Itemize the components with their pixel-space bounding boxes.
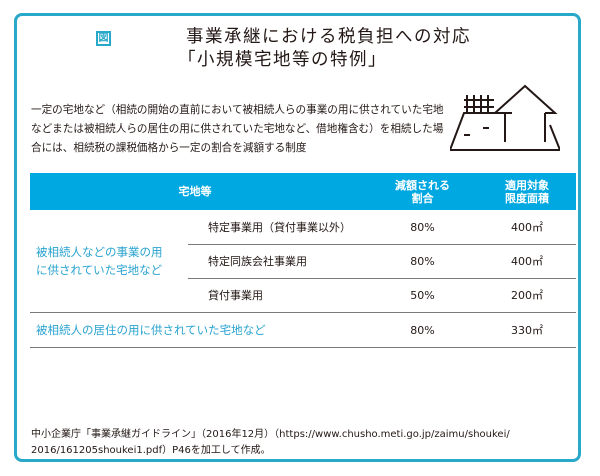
group-label-business: 被相続人などの事業の用 に供されていた宅地など <box>36 245 163 277</box>
group-divider <box>30 312 576 313</box>
figure-badge: 図 <box>96 31 111 46</box>
figure-title: 事業承継における税負担への対応 「小規模宅地等の特例」 <box>178 26 471 72</box>
row-type: 特定同族会社事業用 <box>208 255 307 268</box>
title-line-1: 事業承継における税負担への対応 <box>186 27 471 47</box>
table-bottom-rule <box>30 347 576 348</box>
table-row: 被相続人の居住の用に供されていた宅地など 80% 330㎡ <box>30 313 576 347</box>
row-area: 330㎡ <box>511 324 543 337</box>
group-business: 被相続人などの事業の用 に供されていた宅地など 特定事業用（貸付事業以外） 80… <box>30 210 576 312</box>
row-rate: 80% <box>410 254 435 268</box>
row-area: 200㎡ <box>511 289 543 302</box>
table-row: 特定事業用（貸付事業以外） 80% 400㎡ <box>30 210 576 244</box>
table-row: 貸付事業用 50% 200㎡ <box>30 278 576 312</box>
title-line-2: 「小規模宅地等の特例」 <box>178 50 387 70</box>
header-land: 宅地等 <box>178 185 212 198</box>
row-area: 400㎡ <box>511 255 543 268</box>
row-type: 貸付事業用 <box>208 289 263 302</box>
header-reduction-rate: 減額される 割合 <box>395 178 450 205</box>
table-header: 宅地等 減額される 割合 適用対象 限度面積 <box>30 173 576 210</box>
row-type: 特定事業用（貸付事業以外） <box>208 221 351 234</box>
group-label-residence: 被相続人の居住の用に供されていた宅地など <box>36 323 266 337</box>
row-area: 400㎡ <box>511 221 543 234</box>
row-divider <box>188 244 576 245</box>
row-rate: 80% <box>410 220 435 234</box>
figure-frame <box>14 13 581 462</box>
row-rate: 50% <box>410 288 435 302</box>
table-row: 特定同族会社事業用 80% 400㎡ <box>30 244 576 278</box>
source-note: 中小企業庁「事業承継ガイドライン」（2016年12月）（https://www.… <box>31 429 510 456</box>
row-divider <box>188 278 576 279</box>
special-rule-table: 宅地等 減額される 割合 適用対象 限度面積 被相続人などの事業の用 に供されて… <box>30 173 576 348</box>
house-with-fence-icon <box>450 84 560 151</box>
description: 一定の宅地など（相続の開始の直前において被相続人らの事業の用に供されていた宅地な… <box>31 104 444 154</box>
header-area-limit: 適用対象 限度面積 <box>505 178 549 205</box>
row-rate: 80% <box>410 323 435 337</box>
